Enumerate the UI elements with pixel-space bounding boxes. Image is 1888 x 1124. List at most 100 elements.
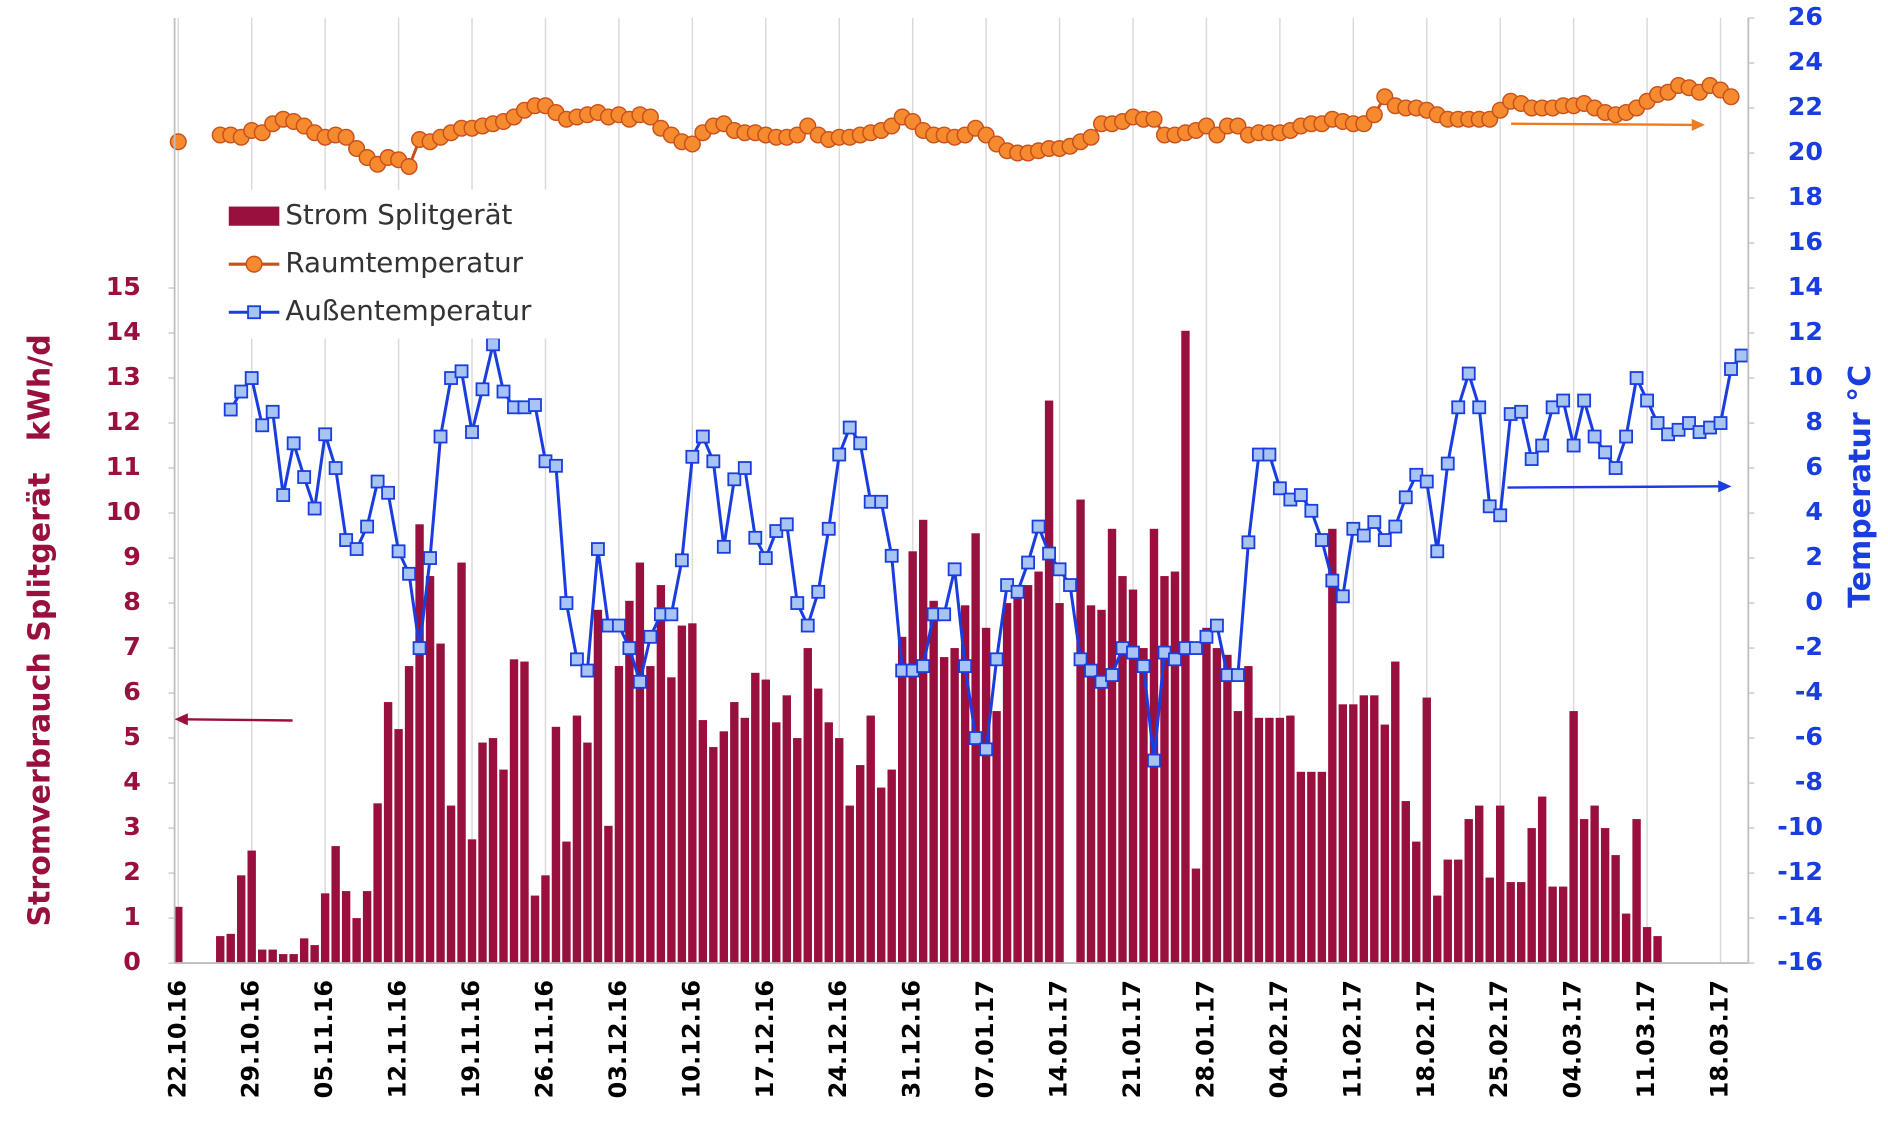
y2-axis-title: Temperatur °C xyxy=(1843,365,1878,608)
bar xyxy=(709,747,718,964)
bar xyxy=(1391,661,1400,964)
bar xyxy=(1223,654,1232,964)
marker xyxy=(328,461,343,475)
bar xyxy=(646,666,655,964)
bar xyxy=(1338,704,1348,964)
marker xyxy=(549,458,563,473)
marker xyxy=(1021,555,1036,570)
marker xyxy=(1335,589,1350,604)
legend-label: Strom Splitgerät xyxy=(285,198,512,231)
marker xyxy=(800,618,815,633)
marker xyxy=(475,382,490,397)
marker xyxy=(1608,461,1623,475)
bar xyxy=(1600,828,1610,964)
x-tick-label: 04.02.17 xyxy=(1265,980,1293,1098)
x-tick-label: 03.12.16 xyxy=(604,980,632,1098)
y2-tick-label: -2 xyxy=(1795,632,1823,661)
arrow-head xyxy=(1718,480,1732,493)
bar xyxy=(1443,859,1452,964)
y2-tick-label: 2 xyxy=(1805,542,1823,571)
bar xyxy=(751,672,760,964)
bar xyxy=(1160,576,1169,964)
marker xyxy=(874,494,889,509)
x-tick-label: 05.11.16 xyxy=(310,980,338,1098)
bar xyxy=(583,742,592,964)
marker xyxy=(832,447,847,462)
marker xyxy=(1619,429,1634,444)
marker xyxy=(758,551,773,565)
bar xyxy=(520,661,529,964)
bar xyxy=(509,659,519,964)
bar xyxy=(1317,771,1327,964)
bar xyxy=(237,875,246,964)
y2-tick-label: 8 xyxy=(1805,407,1823,436)
y-tick-label: 1 xyxy=(123,902,141,931)
bar xyxy=(478,742,487,964)
bar xyxy=(1296,771,1306,964)
bar xyxy=(1013,598,1022,964)
bar xyxy=(688,623,697,964)
bar xyxy=(1464,819,1473,964)
marker xyxy=(1682,416,1696,430)
bar xyxy=(1475,805,1484,964)
marker xyxy=(1145,110,1163,128)
bar xyxy=(614,666,624,964)
bar xyxy=(929,600,938,964)
bar xyxy=(1002,603,1012,964)
marker xyxy=(1082,128,1100,146)
y-tick-label: 9 xyxy=(123,542,141,571)
bar xyxy=(604,825,613,964)
marker xyxy=(1168,652,1182,667)
marker xyxy=(255,418,270,433)
bar xyxy=(877,787,886,964)
x-tick-label: 18.02.17 xyxy=(1412,980,1440,1098)
marker xyxy=(1126,645,1140,660)
marker xyxy=(674,553,689,568)
y-tick-label: 3 xyxy=(123,812,141,841)
marker xyxy=(1734,348,1749,363)
marker xyxy=(244,371,259,385)
bar xyxy=(1496,805,1505,964)
y-tick-label: 2 xyxy=(123,857,141,886)
bar xyxy=(1328,528,1337,964)
marker xyxy=(811,584,826,599)
bar xyxy=(1548,886,1557,964)
marker xyxy=(559,596,574,610)
marker xyxy=(276,488,291,502)
bar xyxy=(866,715,875,964)
y2-tick-label: 22 xyxy=(1788,92,1823,121)
y-tick-label: 13 xyxy=(106,362,141,391)
marker xyxy=(307,501,322,516)
marker xyxy=(234,384,249,399)
marker xyxy=(1419,474,1434,489)
marker xyxy=(853,436,868,451)
marker xyxy=(706,454,721,469)
bar xyxy=(667,677,676,964)
legend: Strom Splitgerät Raumtemperatur Außentempe… xyxy=(192,189,590,339)
bar xyxy=(352,918,361,964)
bar xyxy=(299,938,309,964)
bar xyxy=(1202,627,1211,964)
bar xyxy=(1128,589,1138,964)
bar xyxy=(1275,717,1285,964)
bar xyxy=(960,605,970,964)
bar xyxy=(635,562,645,964)
marker xyxy=(737,461,752,475)
x-tick-label: 29.10.16 xyxy=(237,980,265,1098)
y2-tick-label: -8 xyxy=(1795,767,1823,796)
bar xyxy=(551,726,561,964)
marker xyxy=(570,652,584,667)
bar xyxy=(1349,704,1358,964)
marker xyxy=(611,618,626,633)
bar xyxy=(373,803,382,964)
bar xyxy=(887,769,896,964)
bar xyxy=(1233,711,1243,964)
y2-tick-label: 20 xyxy=(1788,137,1823,166)
marker xyxy=(1722,88,1740,106)
marker xyxy=(297,470,312,484)
bar xyxy=(761,679,770,964)
marker xyxy=(1052,562,1067,577)
x-tick-label: 26.11.16 xyxy=(530,980,558,1098)
bar xyxy=(174,906,183,964)
